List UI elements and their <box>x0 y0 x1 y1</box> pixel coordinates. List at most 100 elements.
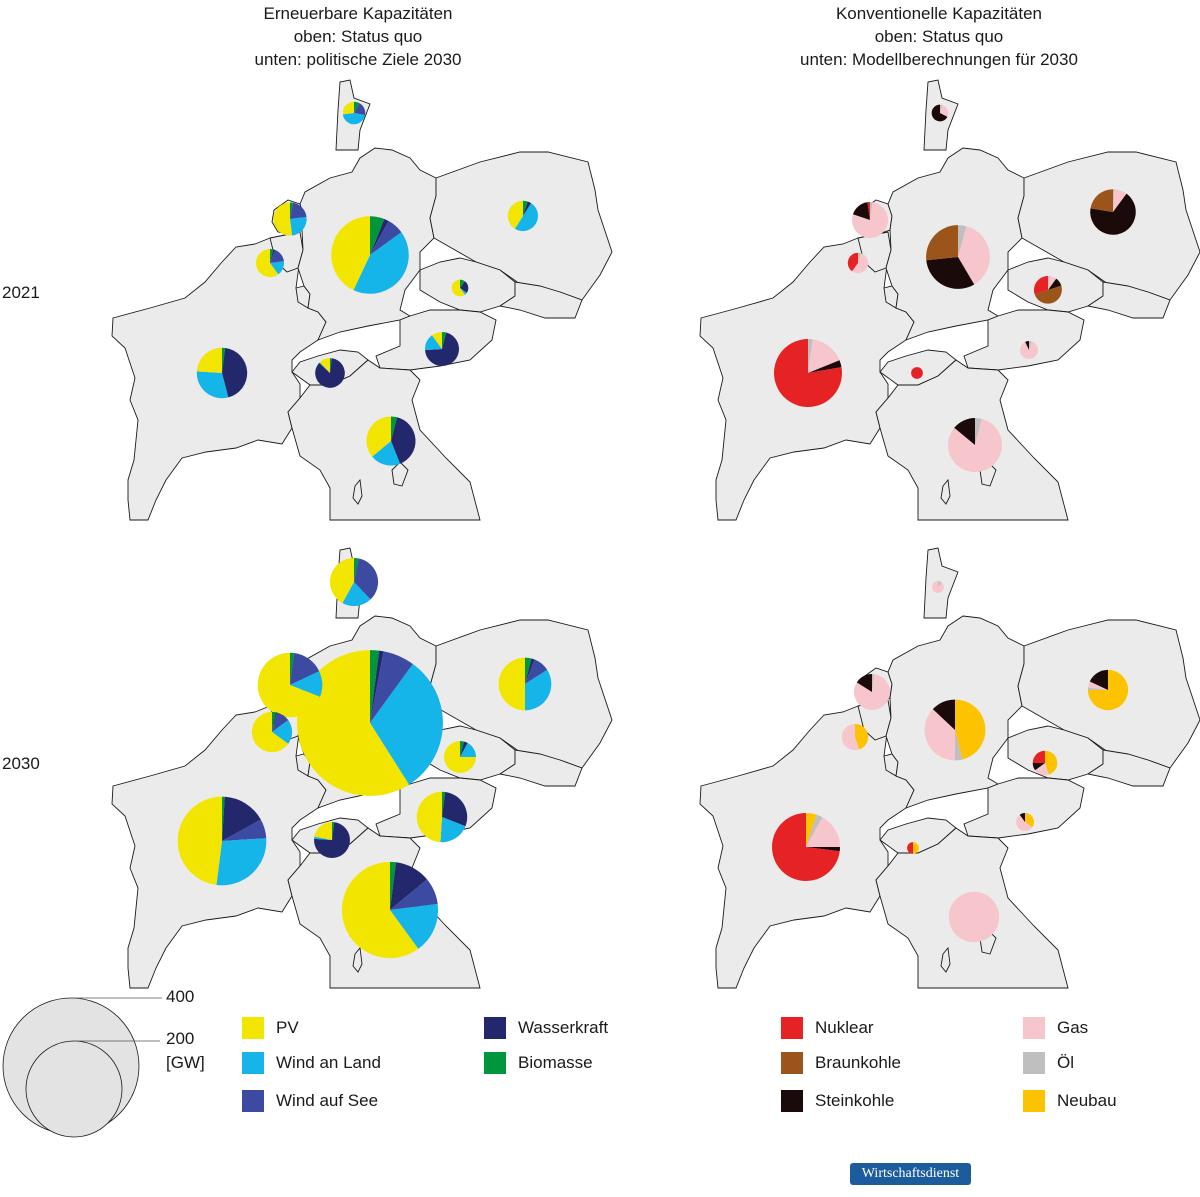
ren2021-pie-cz <box>451 279 469 297</box>
conv2030-slice-nl-stein <box>856 674 872 692</box>
conv2021-slice-ch-nuklear <box>911 367 923 379</box>
ren2021-slice-dk-bio <box>354 101 360 113</box>
ren2030-slice-cz-bio <box>460 741 464 757</box>
conv2021-pie-nl <box>852 202 888 238</box>
conv2030-slice-at-neubau <box>1025 813 1034 828</box>
conv2021-slice-pl-braun <box>1090 189 1113 212</box>
legend-item-wasserkraft: Wasserkraft <box>484 1017 608 1039</box>
ren2030-slice-be-wind_see <box>272 712 289 732</box>
ren2021-slice-it-wasser <box>391 417 416 464</box>
conventional-2021-map <box>699 79 1200 521</box>
conv2030-slice-dk-gas <box>932 581 944 593</box>
ren2030-slice-it-wind_see <box>390 879 438 910</box>
ren2021-pie-pl <box>507 200 539 232</box>
conv2030-slice-de-gas <box>924 709 955 761</box>
ren2030-slice-dk-pv <box>329 557 354 604</box>
conv2030-slice-de-neubau <box>955 699 986 760</box>
ren2030-slice-dk-wind_land <box>342 582 371 607</box>
conventional-title-line-2: oben: Status quo <box>874 27 1004 46</box>
legend-item-gas: Gas <box>1023 1017 1088 1039</box>
conv2021-slice-it-stein <box>954 418 975 445</box>
conv2021-pie-at <box>1020 341 1039 360</box>
conv2030-pie-be <box>841 723 869 751</box>
size-label-400: 400 <box>166 987 195 1006</box>
ren2021-slice-pl-pv <box>507 200 523 229</box>
ren2030-slice-cz-wind_land <box>460 743 476 757</box>
conv2021-slice-at-oel <box>1029 341 1032 350</box>
swatch-wasserkraft <box>484 1017 506 1039</box>
ren2030-pie-cz <box>444 741 476 773</box>
ren2021-slice-fr-bio <box>222 347 226 373</box>
ren2021-slice-cz-bio <box>460 279 465 288</box>
conv2030-pie-at <box>1015 813 1034 832</box>
conv2030-slice-nl-gas <box>854 674 890 710</box>
ren2021-pie-de <box>331 216 409 294</box>
renewable-panel-title: Erneuerbare Kapazitäten oben: Status quo… <box>138 2 578 71</box>
ren2030-slice-dk-bio <box>354 557 359 582</box>
ren2030-slice-fr-wasser <box>222 796 261 841</box>
ren2021-slice-ch-pv <box>319 358 330 373</box>
renewable-title-line-1: Erneuerbare Kapazitäten <box>263 4 453 23</box>
conv2030-pie-fr <box>771 813 840 881</box>
ren2030-slice-nl-pv <box>257 652 320 718</box>
conventional-2030-pies <box>771 581 1129 943</box>
ren2021-slice-ch-bio <box>330 358 332 373</box>
conv2021-slice-cz-nuklear <box>1033 275 1048 295</box>
ren2030-slice-cz-pv <box>444 741 476 773</box>
publisher-logo: Wirtschaftsdienst <box>850 1163 971 1185</box>
ren2021-slice-ch-wasser <box>315 358 345 388</box>
ren2030-slice-be-pv <box>251 711 289 753</box>
legend-label-wind-auf-see: Wind auf See <box>276 1091 379 1110</box>
conv2021-slice-pl-oel <box>1113 189 1115 212</box>
ren2021-slice-dk-wind_see <box>354 103 366 116</box>
ren2021-pie-fr <box>196 347 248 399</box>
conv2021-slice-fr-stein <box>808 360 842 373</box>
ren2030-slice-nl-wind_see <box>290 653 320 685</box>
ren2030-slice-nl-wind_land <box>290 671 323 697</box>
ren2021-slice-be-wind_see <box>270 249 284 263</box>
ren2021-slice-de-bio <box>370 216 385 255</box>
conventional-title-line-3: unten: Modellberechnungen für 2030 <box>800 50 1078 69</box>
ren2030-slice-ch-wind_land <box>314 836 332 840</box>
swatch-gas <box>1023 1017 1045 1039</box>
legend-label-nuklear: Nuklear <box>815 1018 874 1037</box>
conv2030-slice-fr-oel <box>806 814 823 847</box>
conv2021-slice-dk-gas <box>940 105 949 117</box>
ren2030-slice-it-wind_land <box>390 903 439 949</box>
ren2030-slice-pl-bio <box>525 657 532 684</box>
conv2021-slice-nl-stein <box>852 202 870 220</box>
ren2021-slice-be-bio <box>270 248 274 263</box>
conv2030-slice-pl-gas <box>1088 681 1108 690</box>
ren2021-slice-de-wind_see <box>370 221 402 255</box>
conv2030-slice-cz-neubau <box>1045 750 1058 775</box>
ren2021-slice-at-pv <box>432 332 442 349</box>
conv2030-slice-fr-gas <box>806 817 840 847</box>
ren2030-pie-fr <box>177 796 267 886</box>
swatch-pv <box>242 1017 264 1039</box>
ren2030-slice-be-wasser <box>272 712 277 732</box>
legend-item-steinkohle: Steinkohle <box>781 1090 894 1112</box>
conv2030-pie-ch <box>907 842 919 854</box>
conv2030-slice-fr-stein <box>806 847 840 852</box>
conv2030-slice-de-oel <box>955 730 963 761</box>
conv2021-slice-be-gas <box>852 253 869 274</box>
ren2030-slice-be-wind_land <box>272 720 293 744</box>
size-label-200: 200 <box>166 1029 195 1048</box>
conv2030-slice-ch-nuklear <box>907 842 913 854</box>
conventional-panel-title: Konventionelle Kapazitäten oben: Status … <box>719 2 1159 71</box>
legend-item-oel: Öl <box>1023 1052 1074 1074</box>
ren2030-pie-ch <box>314 822 350 858</box>
legend-label-braunkohle: Braunkohle <box>815 1053 902 1072</box>
conv2021-slice-be-oel <box>858 252 862 263</box>
ren2021-slice-at-wasser <box>425 332 459 366</box>
ren2021-slice-fr-wind_land <box>196 371 229 399</box>
ren2021-slice-cz-wind_land <box>460 288 467 295</box>
legend-item-nuklear: Nuklear <box>781 1017 874 1039</box>
conv2030-slice-fr-nuklear <box>771 813 840 881</box>
conv2030-slice-pl-stein <box>1089 669 1108 690</box>
ren2030-slice-at-wind_land <box>440 817 466 843</box>
ren2030-slice-pl-pv <box>498 657 525 711</box>
ren2021-slice-nl-wind_land <box>290 216 307 236</box>
legend-item-wind-an-land: Wind an Land <box>242 1052 381 1074</box>
ren2021-slice-ch-wind_land <box>319 362 330 373</box>
